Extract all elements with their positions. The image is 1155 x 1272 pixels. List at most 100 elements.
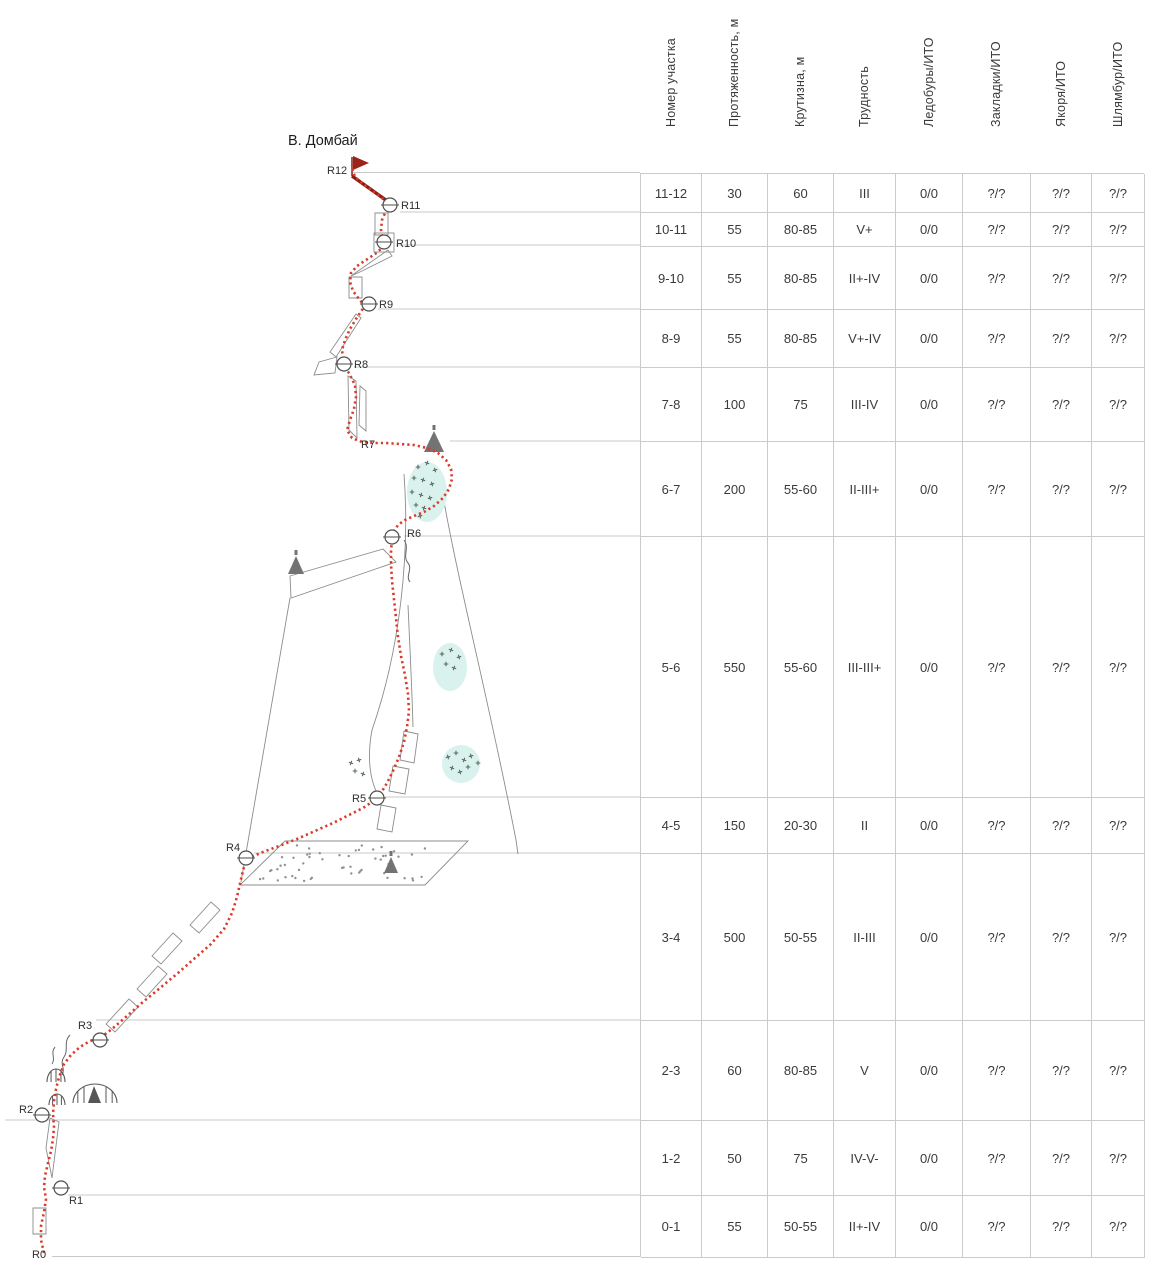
vegetation-cross bbox=[427, 495, 433, 501]
table-cell: II-III+ bbox=[834, 442, 896, 537]
table-cell: ?/? bbox=[1092, 174, 1145, 213]
belay-label: R12 bbox=[327, 165, 347, 177]
belay-box bbox=[373, 232, 395, 253]
rock-outline bbox=[329, 313, 362, 358]
table-cell: ?/? bbox=[963, 310, 1031, 368]
scree-dot bbox=[309, 877, 312, 881]
rock-outline bbox=[238, 840, 470, 886]
scree-dot bbox=[279, 864, 282, 867]
table-cell: 4-5 bbox=[641, 798, 702, 854]
table-cell: ?/? bbox=[1031, 798, 1092, 854]
vegetation-cross bbox=[429, 481, 435, 487]
vegetation-cross bbox=[461, 757, 467, 763]
rock-outline bbox=[45, 1117, 60, 1179]
crack-line bbox=[51, 1046, 56, 1065]
scree-dot bbox=[392, 850, 396, 853]
table-cell: 150 bbox=[702, 798, 768, 854]
scree-dot bbox=[297, 868, 301, 872]
table-cell: 80-85 bbox=[768, 247, 834, 310]
scree-dot bbox=[318, 852, 321, 855]
belay-label: R3 bbox=[78, 1020, 92, 1032]
table-cell: ?/? bbox=[1092, 1021, 1145, 1121]
table-cell: ?/? bbox=[1031, 368, 1092, 442]
ridge-line bbox=[240, 597, 291, 883]
scree-dot bbox=[262, 877, 265, 880]
belay-label: R6 bbox=[407, 528, 421, 540]
scree-dot bbox=[308, 855, 311, 859]
rock-outline bbox=[32, 1207, 47, 1235]
scree-dot bbox=[321, 858, 324, 861]
vegetation-cross bbox=[409, 489, 415, 495]
rock-outline bbox=[105, 998, 139, 1033]
table-cell: V bbox=[834, 1021, 896, 1121]
scree-dot bbox=[379, 858, 382, 861]
table-cell: ?/? bbox=[963, 442, 1031, 537]
vegetation-cross bbox=[439, 651, 445, 657]
vegetation-cross bbox=[421, 505, 427, 511]
table-cell: ?/? bbox=[1092, 537, 1145, 798]
table-cell: ?/? bbox=[963, 854, 1031, 1021]
scree-dot bbox=[423, 847, 427, 850]
table-cell: ?/? bbox=[963, 213, 1031, 247]
rock-outline bbox=[348, 276, 363, 299]
rock-outline bbox=[189, 901, 221, 934]
column-header: Трудность bbox=[857, 65, 871, 127]
table-cell: IV-V- bbox=[834, 1121, 896, 1196]
rock-outline bbox=[358, 385, 367, 432]
table-cell: ?/? bbox=[1092, 247, 1145, 310]
table-cell: ?/? bbox=[1031, 213, 1092, 247]
snow-patch bbox=[407, 462, 447, 522]
scree-dot bbox=[357, 848, 361, 852]
scree-dot bbox=[276, 868, 279, 871]
scree-dot bbox=[384, 854, 387, 857]
vegetation-cross bbox=[356, 757, 362, 763]
table-cell: III bbox=[834, 174, 896, 213]
vegetation-cross bbox=[415, 464, 421, 470]
column-header: Ледобуры/ИТО bbox=[921, 37, 936, 127]
scree-dot bbox=[295, 844, 299, 847]
table-cell: ?/? bbox=[963, 537, 1031, 798]
table-cell: 0/0 bbox=[896, 247, 963, 310]
vegetation-cross bbox=[418, 492, 424, 498]
table-cell: ?/? bbox=[963, 798, 1031, 854]
vegetation-cross bbox=[352, 768, 358, 774]
table-cell: ?/? bbox=[1092, 213, 1145, 247]
vegetation-cross bbox=[453, 750, 459, 756]
snow-patch bbox=[442, 745, 480, 783]
table-cell: ?/? bbox=[963, 1021, 1031, 1121]
table-cell: ?/? bbox=[1092, 310, 1145, 368]
table-cell: 2-3 bbox=[641, 1021, 702, 1121]
vegetation-cross bbox=[443, 661, 449, 667]
table-cell: ?/? bbox=[963, 368, 1031, 442]
belay-label: R5 bbox=[352, 793, 366, 805]
table-cell: 0/0 bbox=[896, 1196, 963, 1258]
vegetation-cross bbox=[411, 475, 417, 481]
table-cell: 0/0 bbox=[896, 368, 963, 442]
scree-dot bbox=[359, 870, 362, 873]
table-cell: ?/? bbox=[1092, 368, 1145, 442]
table-cell: 550 bbox=[702, 537, 768, 798]
scree-dot bbox=[354, 849, 357, 852]
table-cell: 0/0 bbox=[896, 174, 963, 213]
vegetation-cross bbox=[451, 665, 457, 671]
table-cell: 60 bbox=[702, 1021, 768, 1121]
table-cell: ?/? bbox=[963, 1121, 1031, 1196]
scree-dot bbox=[372, 848, 375, 851]
table-cell: ?/? bbox=[963, 174, 1031, 213]
scree-dot bbox=[397, 855, 400, 858]
table-cell: ?/? bbox=[1031, 854, 1092, 1021]
table-cell: ?/? bbox=[1031, 1196, 1092, 1258]
vegetation-cross bbox=[348, 760, 354, 766]
table-cell: 80-85 bbox=[768, 310, 834, 368]
route-table: 11-12 30 60 III 0/0 ?/? ?/? ?/? 10-11 55 80-85 V+ 0/… bbox=[640, 173, 1145, 1258]
table-cell: 0/0 bbox=[896, 310, 963, 368]
vegetation-cross bbox=[449, 765, 455, 771]
table-cell: 0/0 bbox=[896, 798, 963, 854]
rock-outline bbox=[399, 730, 419, 764]
arch-tree-icon bbox=[88, 1086, 101, 1103]
table-cell: 80-85 bbox=[768, 1021, 834, 1121]
vegetation-cross bbox=[468, 753, 474, 759]
scree-dot bbox=[411, 879, 415, 882]
rock-outline bbox=[376, 804, 397, 833]
